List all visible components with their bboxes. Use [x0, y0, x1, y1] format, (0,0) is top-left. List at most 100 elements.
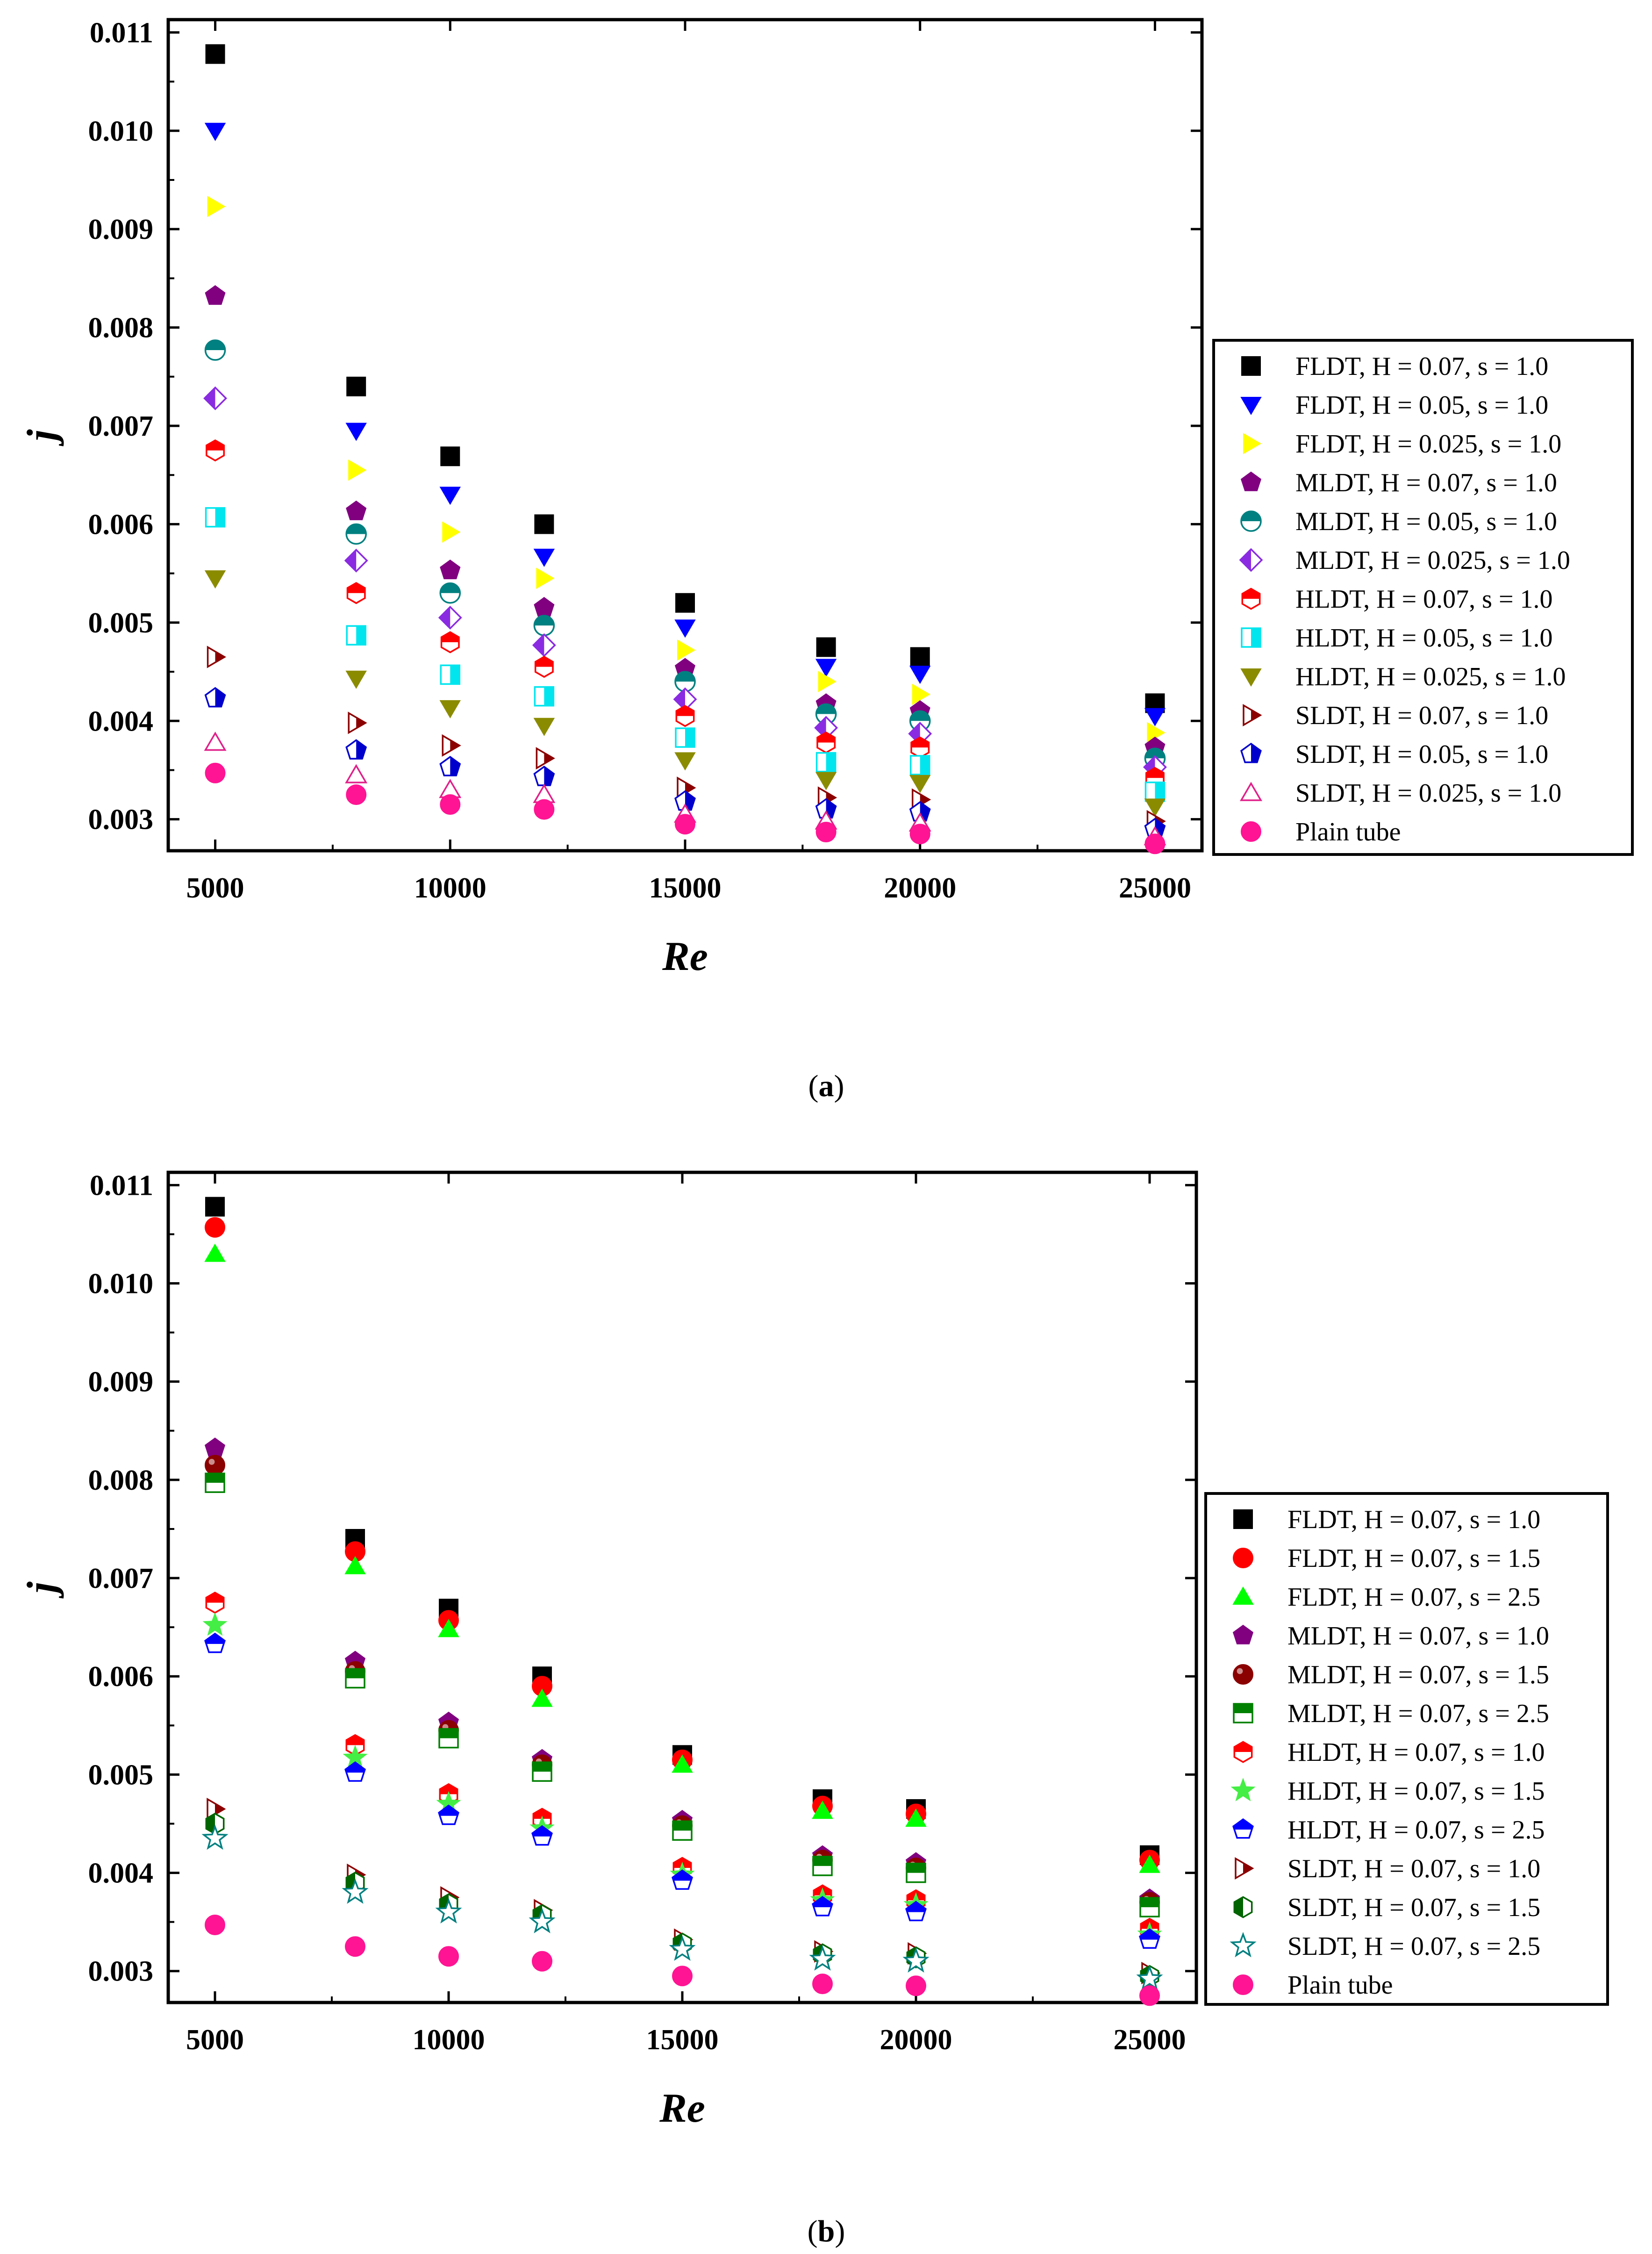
legend-marker — [1239, 782, 1263, 801]
data-point — [812, 1895, 833, 1917]
data-point — [345, 670, 367, 689]
data-point — [533, 766, 555, 786]
data-point — [440, 664, 461, 685]
legend-marker — [1240, 397, 1262, 415]
data-point — [816, 637, 836, 657]
legend-label: MLDT, H = 0.025, s = 1.0 — [1295, 546, 1570, 575]
legend-label: Plain tube — [1287, 1971, 1393, 2000]
data-point — [345, 1936, 365, 1957]
data-point — [1139, 1928, 1160, 1949]
data-point — [534, 597, 555, 617]
data-point — [205, 1472, 225, 1493]
data-point — [440, 446, 460, 467]
data-point — [672, 1820, 693, 1841]
data-point — [440, 631, 460, 653]
data-point — [909, 710, 931, 732]
legend-label: MLDT, H = 0.05, s = 1.0 — [1295, 507, 1557, 536]
data-point — [534, 514, 554, 534]
legend-marker — [1243, 433, 1261, 454]
legend-label: HLDT, H = 0.07, s = 2.5 — [1287, 1816, 1545, 1845]
data-point — [346, 582, 366, 604]
data-point — [675, 814, 695, 835]
y-tick-label: 0.004 — [88, 705, 154, 737]
data-point — [204, 339, 226, 361]
data-point — [344, 548, 368, 573]
legend-label: FLDT, H = 0.05, s = 1.0 — [1295, 391, 1548, 420]
x-tick-label: 10000 — [413, 2024, 485, 2056]
y-tick-label: 0.003 — [88, 804, 154, 836]
data-point — [205, 1591, 225, 1614]
y-tick-label: 0.007 — [88, 410, 154, 442]
data-point — [532, 1761, 552, 1782]
y-tick-label: 0.008 — [88, 312, 154, 344]
panel-caption: (a) — [808, 1069, 844, 1103]
data-point — [809, 1945, 836, 1971]
y-tick-label: 0.011 — [90, 17, 153, 49]
data-point — [204, 570, 226, 589]
legend-marker — [1241, 627, 1261, 648]
data-point — [346, 500, 367, 520]
x-tick-label: 25000 — [1114, 2024, 1186, 2056]
legend-marker — [1241, 588, 1261, 610]
data-point — [439, 755, 461, 776]
data-point — [438, 1619, 459, 1637]
data-point — [909, 775, 931, 793]
x-tick-label: 5000 — [186, 2024, 244, 2056]
legend-marker — [1232, 1818, 1254, 1839]
data-point — [905, 1808, 927, 1827]
data-point — [345, 523, 367, 545]
chart-panel-a: 5000 10000 15000 20000 25000 0.003 0.004 0.005 0… — [19, 17, 1634, 1103]
data-point — [438, 605, 462, 630]
data-point — [201, 1824, 229, 1850]
data-point — [812, 1974, 833, 1995]
legend-marker — [1241, 821, 1261, 842]
data-point — [440, 794, 461, 815]
data-point — [906, 1975, 926, 1996]
legend-label: FLDT, H = 0.07, s = 1.0 — [1295, 352, 1548, 381]
legend-label: HLDT, H = 0.05, s = 1.0 — [1295, 624, 1553, 653]
data-point — [205, 1914, 225, 1935]
data-point — [438, 1728, 459, 1749]
data-point — [442, 734, 461, 757]
data-point — [902, 1947, 930, 1973]
legend-marker — [1233, 1703, 1253, 1723]
data-point — [812, 1856, 833, 1876]
legend-marker — [1243, 703, 1262, 727]
legend-label: MLDT, H = 0.07, s = 1.0 — [1287, 1622, 1549, 1651]
data-point — [346, 376, 366, 396]
data-point — [674, 790, 696, 811]
legend-marker — [1233, 1664, 1253, 1685]
data-point — [205, 1197, 225, 1217]
data-point — [674, 752, 696, 771]
data-point — [910, 647, 930, 667]
y-tick-label: 0.007 — [88, 1563, 154, 1594]
y-tick-label: 0.008 — [88, 1464, 154, 1496]
data-point — [529, 1908, 556, 1933]
data-point — [203, 386, 228, 410]
y-axis-title: j — [19, 1581, 64, 1599]
data-point — [1136, 1965, 1163, 1990]
data-point — [438, 1946, 459, 1967]
x-tick-label: 20000 — [884, 872, 956, 904]
data-point — [675, 727, 695, 748]
legend-marker — [1233, 1509, 1253, 1529]
data-point — [204, 1243, 226, 1262]
legend-marker — [1240, 471, 1262, 491]
data-point — [342, 1878, 369, 1904]
data-point — [672, 1754, 693, 1773]
legend-marker — [1235, 1857, 1254, 1880]
legend-label: MLDT, H = 0.07, s = 1.5 — [1287, 1660, 1549, 1689]
x-axis-title: Re — [662, 934, 708, 979]
data-point — [204, 687, 226, 708]
data-point — [675, 593, 695, 613]
data-point — [205, 1217, 225, 1238]
x-tick-label: 20000 — [880, 2024, 952, 2056]
data-point — [438, 1804, 459, 1825]
y-tick-label: 0.010 — [88, 1268, 154, 1300]
data-point — [204, 1437, 226, 1457]
y-tick-label: 0.003 — [88, 1956, 154, 1988]
data-point — [204, 732, 227, 751]
legend-label: Plain tube — [1295, 818, 1401, 847]
data-point — [1144, 798, 1166, 817]
